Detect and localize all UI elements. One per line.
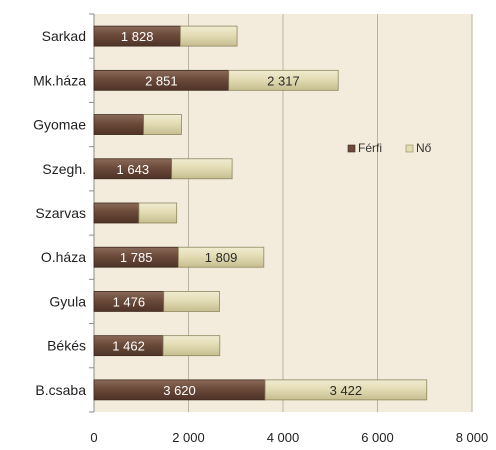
category-label: Sarkad (42, 28, 86, 44)
data-label: 1 828 (121, 29, 154, 44)
legend-swatch (405, 144, 414, 153)
category-label: Szarvas (35, 205, 86, 221)
category-label: O.háza (41, 249, 86, 265)
bar-no (163, 291, 220, 312)
category-label: Gyomae (33, 117, 86, 133)
data-label: 1 785 (120, 250, 153, 265)
data-label: 1 476 (113, 294, 146, 309)
bar-no (177, 246, 265, 268)
data-label: 2 317 (267, 73, 300, 88)
x-tick-label: 8 000 (456, 430, 489, 445)
category-label: Békés (47, 338, 86, 354)
bar-no (162, 335, 221, 357)
category-label: B.csaba (35, 382, 86, 398)
data-label: 1 809 (205, 250, 238, 265)
x-tick-label: 4 000 (267, 430, 300, 445)
bar-no (264, 379, 428, 401)
data-label: 2 851 (145, 73, 178, 88)
category-label: Mk.háza (33, 72, 86, 88)
data-label: 1 643 (117, 162, 150, 177)
bar-no (143, 114, 182, 135)
data-label: 3 422 (330, 383, 363, 398)
bar-no (228, 69, 339, 91)
category-label: Szegh. (42, 161, 86, 177)
bar-no (138, 202, 178, 224)
category-label: Gyula (49, 293, 86, 309)
legend-swatch (347, 144, 356, 153)
data-label: 3 620 (163, 383, 196, 398)
bar-no (171, 158, 233, 180)
x-tick-label: 2 000 (172, 430, 205, 445)
bar-no (179, 25, 238, 47)
legend-label: Nő (416, 141, 432, 155)
legend-label: Férfi (358, 141, 382, 155)
data-label: 1 462 (112, 339, 145, 354)
bar-ferfi (93, 202, 140, 224)
bar-ferfi (93, 114, 145, 135)
x-tick-label: 0 (90, 430, 97, 445)
x-tick-label: 6 000 (361, 430, 394, 445)
